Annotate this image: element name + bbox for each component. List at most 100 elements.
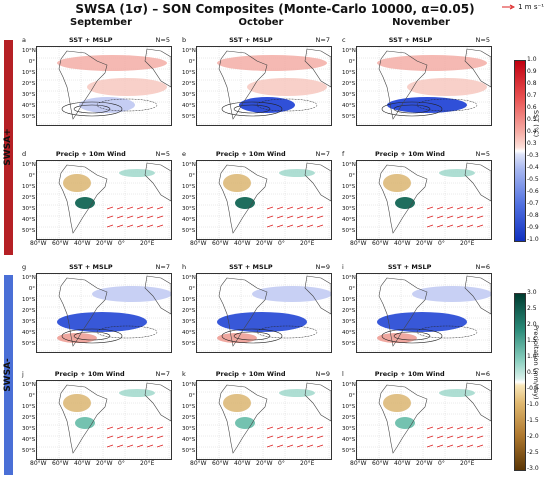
lat-label: 30°S (182, 206, 196, 212)
lat-label: 10°S (182, 404, 196, 410)
lon-label: 80°W (350, 240, 367, 247)
lon-label: 20°W (256, 240, 273, 247)
lat-label: 0° (188, 286, 195, 292)
precip_colorbar-tick: 1.0 (527, 353, 537, 360)
panel-map-l (356, 380, 492, 460)
sst_colorbar-tick: -0.7 (527, 200, 539, 207)
lat-label: 10°N (182, 162, 196, 168)
column-header-september: September (70, 17, 132, 28)
lat-label: 40°S (342, 217, 356, 223)
group-bar-swsa-minus (4, 275, 13, 475)
lat-label: 10°N (182, 275, 196, 281)
panel-d: d Precip + 10m Wind N=5 10°N 0° 10°S 20°S 30°S 4… (22, 150, 172, 247)
lat-label: 40°S (182, 217, 196, 223)
lon-label: 60°W (212, 240, 229, 247)
lat-label: 10°N (342, 382, 356, 388)
lat-label: 20°S (182, 308, 196, 314)
lat-label: 30°S (182, 319, 196, 325)
lat-label: 20°S (342, 195, 356, 201)
sst_colorbar-tick: -1.0 (527, 236, 539, 243)
panel-title: SST + MSLP (229, 263, 273, 271)
lon-label: 20°W (416, 460, 433, 467)
lat-label: 20°S (22, 415, 36, 421)
lat-label: 40°S (22, 103, 36, 109)
lat-label: 40°S (22, 330, 36, 336)
lon-label: 0° (438, 240, 445, 247)
panel-letter: i (342, 263, 344, 271)
panel-sample-size: N=9 (315, 370, 330, 378)
panel-letter: f (342, 150, 345, 158)
precip_colorbar-tick: 0.5 (527, 369, 537, 376)
lon-label: 0° (118, 460, 125, 467)
lat-label: 40°S (22, 437, 36, 443)
sst_colorbar-tick: 0.9 (527, 68, 537, 75)
lat-label: 0° (28, 59, 35, 65)
figure-title: SWSA (1σ) – SON Composites (Monte-Carlo … (75, 2, 475, 16)
lat-label: 10°S (182, 70, 196, 76)
panel-letter: k (182, 370, 186, 378)
lat-label: 20°S (182, 195, 196, 201)
lon-label: 0° (118, 240, 125, 247)
lon-label: 20°W (96, 240, 113, 247)
panel-i: i SST + MSLP N=6 10°N 0° 10°S 20°S 30°S 40°S 50°S (342, 263, 492, 359)
lon-label: 60°W (372, 460, 389, 467)
lon-label: 80°W (190, 240, 207, 247)
sst_colorbar-tick: 0.7 (527, 92, 537, 99)
sst_colorbar-tick: 0.5 (527, 116, 537, 123)
vector-arrow-icon (502, 4, 516, 10)
panel-f: f Precip + 10m Wind N=5 10°N 0° 10°S 20°S 30°S 4… (342, 150, 492, 247)
precip_colorbar-tick: 3.0 (527, 289, 537, 296)
lat-label: 30°S (22, 426, 36, 432)
panel-map-h (196, 273, 332, 353)
lat-label: 10°N (22, 382, 36, 388)
lon-label: 40°W (74, 240, 91, 247)
panel-j: j Precip + 10m Wind N=7 10°N 0° 10°S 20°S 30°S 4… (22, 370, 172, 467)
lat-label: 50°S (182, 114, 196, 120)
lat-label: 30°S (22, 206, 36, 212)
lon-label: 20°W (256, 460, 273, 467)
panel-title: SST + MSLP (68, 36, 113, 44)
lon-label: 80°W (190, 460, 207, 467)
lat-label: 10°N (342, 275, 356, 281)
lon-label: 60°W (52, 460, 69, 467)
lon-label: 20°E (140, 460, 155, 467)
lat-label: 40°S (182, 437, 196, 443)
lat-label: 0° (348, 393, 355, 399)
sst_colorbar-tick: 1.0 (527, 56, 537, 63)
lat-label: 20°S (22, 308, 36, 314)
panel-sample-size: N=7 (155, 370, 170, 378)
panel-letter: g (22, 263, 27, 271)
panel-title: Precip + 10m Wind (55, 150, 126, 158)
lat-label: 10°S (342, 404, 356, 410)
lat-label: 50°S (342, 114, 356, 120)
lon-label: 40°W (74, 460, 91, 467)
lat-label: 10°S (342, 297, 356, 303)
lat-label: 30°S (182, 92, 196, 98)
lat-label: 0° (348, 286, 355, 292)
lat-label: 0° (188, 59, 195, 65)
lat-label: 10°N (22, 275, 36, 281)
sst-colorbar (514, 60, 526, 242)
lat-label: 50°S (342, 228, 356, 234)
panel-map-e (196, 160, 332, 240)
precip_colorbar-tick: -2.5 (527, 449, 539, 456)
panel-letter: b (182, 36, 187, 44)
panel-b: b SST + MSLP N=7 10°N 0° 10°S 20°S 30°S 40°S 50°S (182, 36, 332, 132)
sst_colorbar-tick: -0.4 (527, 164, 539, 171)
lon-label: 0° (438, 460, 445, 467)
lat-label: 10°S (22, 70, 36, 76)
panel-title: Precip + 10m Wind (374, 370, 445, 378)
lat-label: 10°S (182, 184, 196, 190)
lat-label: 50°S (182, 341, 196, 347)
panel-h: h SST + MSLP N=9 10°N 0° 10°S 20°S 30°S 40°S 50°S (182, 263, 332, 359)
lat-label: 40°S (342, 330, 356, 336)
lon-label: 80°W (350, 460, 367, 467)
lat-label: 20°S (182, 415, 196, 421)
panel-sample-size: N=6 (475, 263, 490, 271)
panel-map-g (36, 273, 172, 353)
lat-label: 10°N (342, 48, 356, 54)
sst_colorbar-tick: 0.6 (527, 104, 537, 111)
sst_colorbar-tick: -0.5 (527, 176, 539, 183)
panel-title: SST + MSLP (387, 263, 432, 271)
panel-letter: e (182, 150, 186, 158)
